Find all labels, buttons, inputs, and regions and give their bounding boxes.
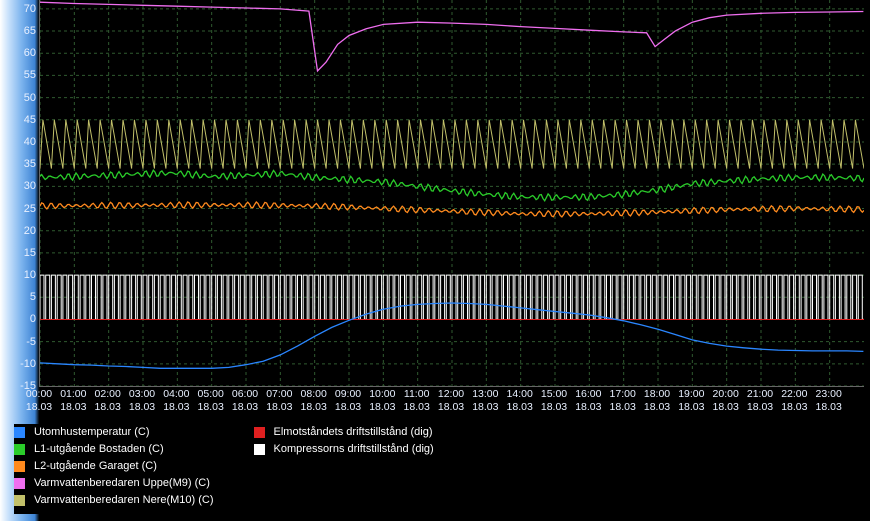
y-tick-label: -10 bbox=[20, 358, 36, 370]
y-tick-label: 60 bbox=[24, 47, 36, 59]
y-tick-label: 45 bbox=[24, 114, 36, 126]
plot-svg bbox=[40, 0, 864, 386]
x-tick-date: 18.03 bbox=[163, 401, 189, 413]
legend-column: Utomhustemperatur (C) L1-utgående Bostade… bbox=[14, 424, 214, 514]
y-tick-label: 40 bbox=[24, 136, 36, 148]
x-tick-label: 06:00 bbox=[232, 388, 258, 400]
x-tick-date: 18.03 bbox=[472, 401, 498, 413]
legend-label: L1-utgående Bostaden (C) bbox=[34, 443, 164, 455]
y-tick-label: -5 bbox=[26, 336, 36, 348]
legend-label: Kompressorns driftstillstånd (dig) bbox=[274, 443, 434, 455]
x-tick-date: 18.03 bbox=[438, 401, 464, 413]
legend-item-kompressor[interactable]: Kompressorns driftstillstånd (dig) bbox=[254, 441, 434, 457]
y-tick-label: 70 bbox=[24, 3, 36, 15]
x-tick-date: 18.03 bbox=[816, 401, 842, 413]
x-tick-label: 19:00 bbox=[678, 388, 704, 400]
y-tick-label: 15 bbox=[24, 247, 36, 259]
x-axis: 00:0018.0301:0018.0302:0018.0303:0018.03… bbox=[39, 388, 863, 416]
x-tick-label: 23:00 bbox=[816, 388, 842, 400]
x-tick-label: 11:00 bbox=[404, 388, 430, 400]
x-tick-label: 17:00 bbox=[610, 388, 636, 400]
x-tick-date: 18.03 bbox=[541, 401, 567, 413]
x-tick-label: 14:00 bbox=[507, 388, 533, 400]
y-tick-label: 25 bbox=[24, 203, 36, 215]
x-tick-date: 18.03 bbox=[266, 401, 292, 413]
legend-swatch bbox=[254, 427, 265, 438]
x-tick-label: 15:00 bbox=[541, 388, 567, 400]
x-tick-date: 18.03 bbox=[781, 401, 807, 413]
x-tick-label: 22:00 bbox=[781, 388, 807, 400]
y-tick-label: 65 bbox=[24, 25, 36, 37]
legend-item-l2_garaget[interactable]: L2-utgående Garaget (C) bbox=[14, 458, 214, 474]
legend-swatch bbox=[14, 478, 25, 489]
plot-area bbox=[39, 0, 864, 387]
x-tick-label: 05:00 bbox=[198, 388, 224, 400]
y-axis: -15-10-50510152025303540455055606570 bbox=[0, 0, 39, 386]
x-tick-label: 04:00 bbox=[163, 388, 189, 400]
x-tick-date: 18.03 bbox=[301, 401, 327, 413]
x-tick-label: 21:00 bbox=[747, 388, 773, 400]
x-tick-date: 18.03 bbox=[713, 401, 739, 413]
series-kompressor bbox=[40, 275, 864, 319]
x-tick-date: 18.03 bbox=[575, 401, 601, 413]
x-tick-date: 18.03 bbox=[369, 401, 395, 413]
x-tick-label: 18:00 bbox=[644, 388, 670, 400]
x-tick-label: 01:00 bbox=[60, 388, 86, 400]
x-tick-label: 16:00 bbox=[575, 388, 601, 400]
x-tick-date: 18.03 bbox=[95, 401, 121, 413]
x-tick-date: 18.03 bbox=[747, 401, 773, 413]
legend-label: Varmvattenberedaren Nere(M10) (C) bbox=[34, 494, 214, 506]
legend-label: Elmotståndets driftstillstånd (dig) bbox=[274, 426, 433, 438]
legend-item-elmotstand[interactable]: Elmotståndets driftstillstånd (dig) bbox=[254, 424, 434, 440]
x-tick-label: 10:00 bbox=[369, 388, 395, 400]
y-tick-label: 20 bbox=[24, 225, 36, 237]
y-tick-label: 30 bbox=[24, 180, 36, 192]
legend-label: Utomhustemperatur (C) bbox=[34, 426, 150, 438]
y-tick-label: 55 bbox=[24, 69, 36, 81]
x-tick-date: 18.03 bbox=[129, 401, 155, 413]
x-tick-date: 18.03 bbox=[232, 401, 258, 413]
x-tick-date: 18.03 bbox=[644, 401, 670, 413]
x-tick-date: 18.03 bbox=[678, 401, 704, 413]
x-tick-date: 18.03 bbox=[60, 401, 86, 413]
legend: Utomhustemperatur (C) L1-utgående Bostade… bbox=[14, 424, 856, 514]
legend-label: L2-utgående Garaget (C) bbox=[34, 460, 157, 472]
x-tick-label: 20:00 bbox=[713, 388, 739, 400]
grid bbox=[40, 0, 864, 386]
x-tick-label: 03:00 bbox=[129, 388, 155, 400]
y-tick-label: 5 bbox=[30, 291, 36, 303]
x-tick-date: 18.03 bbox=[507, 401, 533, 413]
x-tick-label: 02:00 bbox=[95, 388, 121, 400]
legend-label: Varmvattenberedaren Uppe(M9) (C) bbox=[34, 477, 210, 489]
legend-swatch bbox=[254, 444, 265, 455]
legend-swatch bbox=[14, 461, 25, 472]
x-tick-date: 18.03 bbox=[610, 401, 636, 413]
x-tick-label: 09:00 bbox=[335, 388, 361, 400]
x-tick-label: 07:00 bbox=[266, 388, 292, 400]
x-tick-label: 13:00 bbox=[472, 388, 498, 400]
x-tick-date: 18.03 bbox=[404, 401, 430, 413]
legend-swatch bbox=[14, 495, 25, 506]
legend-swatch bbox=[14, 427, 25, 438]
legend-swatch bbox=[14, 444, 25, 455]
x-tick-label: 12:00 bbox=[438, 388, 464, 400]
x-tick-label: 08:00 bbox=[301, 388, 327, 400]
y-tick-label: 0 bbox=[30, 313, 36, 325]
x-tick-date: 18.03 bbox=[198, 401, 224, 413]
legend-item-vv_nere[interactable]: Varmvattenberedaren Nere(M10) (C) bbox=[14, 492, 214, 508]
legend-item-vv_uppe[interactable]: Varmvattenberedaren Uppe(M9) (C) bbox=[14, 475, 214, 491]
x-tick-label: 00:00 bbox=[26, 388, 52, 400]
x-tick-date: 18.03 bbox=[26, 401, 52, 413]
legend-item-l1_bostaden[interactable]: L1-utgående Bostaden (C) bbox=[14, 441, 214, 457]
x-tick-date: 18.03 bbox=[335, 401, 361, 413]
chart-root: -15-10-50510152025303540455055606570 00:… bbox=[0, 0, 870, 521]
y-tick-label: 10 bbox=[24, 269, 36, 281]
legend-item-outdoor_temp[interactable]: Utomhustemperatur (C) bbox=[14, 424, 214, 440]
y-tick-label: 50 bbox=[24, 92, 36, 104]
legend-column: Elmotståndets driftstillstånd (dig) Kompr… bbox=[254, 424, 434, 514]
y-tick-label: 35 bbox=[24, 158, 36, 170]
